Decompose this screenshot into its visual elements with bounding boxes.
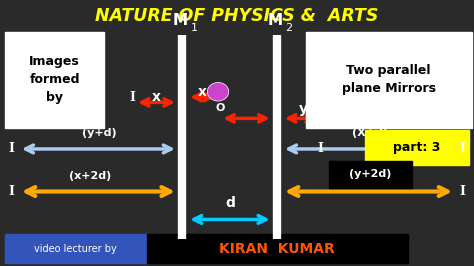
Text: I: I (130, 91, 136, 103)
Text: M: M (173, 13, 188, 28)
Text: part: 3: part: 3 (393, 141, 441, 154)
Text: I: I (459, 143, 465, 155)
Text: NATURE OF PHYSICS &  ARTS: NATURE OF PHYSICS & ARTS (95, 7, 379, 25)
Text: (y+2d): (y+2d) (349, 169, 392, 179)
Bar (147, 234, 408, 263)
Bar (306, 32, 472, 128)
Ellipse shape (208, 82, 228, 101)
Text: I: I (459, 185, 465, 198)
Text: (X+d): (X+d) (352, 128, 388, 138)
Bar (329, 161, 412, 188)
Text: y: y (299, 102, 308, 116)
Text: I: I (9, 185, 15, 198)
Bar (5, 32, 104, 128)
Text: video lecturer by: video lecturer by (35, 244, 117, 254)
Bar (365, 130, 469, 165)
Text: O: O (216, 103, 225, 113)
Text: M: M (267, 13, 283, 28)
Text: x: x (198, 85, 207, 99)
Text: 2: 2 (285, 23, 293, 33)
Text: I: I (9, 143, 15, 155)
Text: d: d (225, 197, 235, 210)
Text: x: x (152, 90, 161, 104)
Text: (y+d): (y+d) (82, 128, 117, 138)
Text: (x+2d): (x+2d) (69, 171, 111, 181)
Bar (5, 234, 147, 263)
Text: Two parallel
plane Mirrors: Two parallel plane Mirrors (342, 64, 436, 95)
Text: I: I (317, 143, 323, 155)
Text: Images
formed
by: Images formed by (29, 55, 80, 104)
Text: KIRAN  KUMAR: KIRAN KUMAR (219, 242, 335, 256)
Text: 1: 1 (191, 23, 198, 33)
